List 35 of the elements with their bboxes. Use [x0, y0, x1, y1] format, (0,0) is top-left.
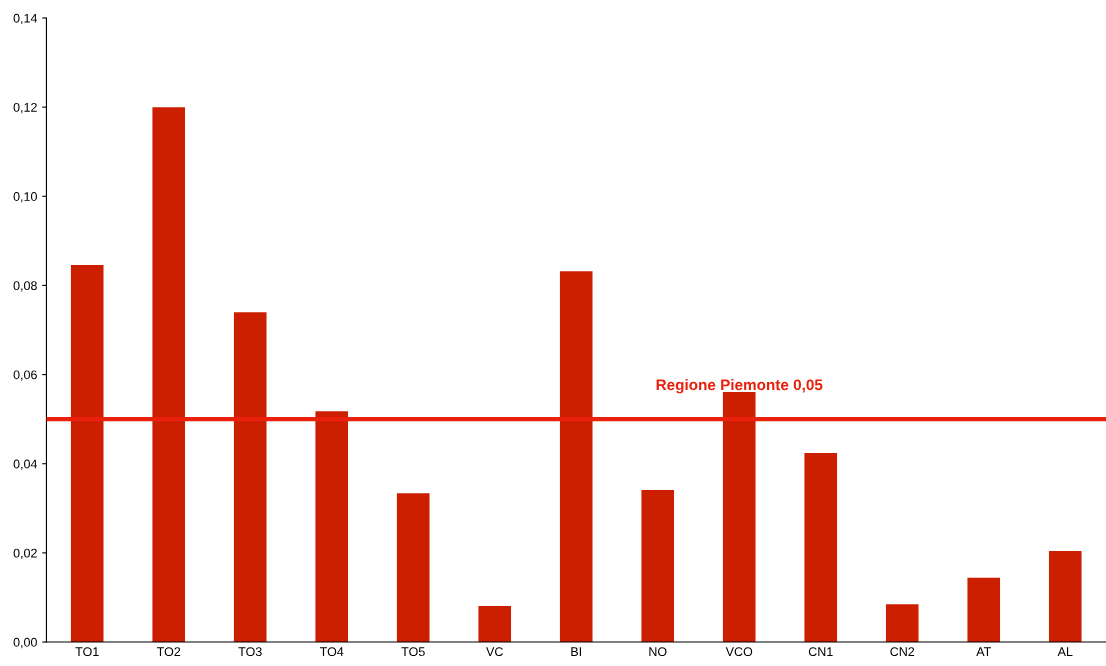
bar — [804, 453, 838, 643]
x-tick-label: AT — [976, 647, 991, 656]
bar — [233, 312, 267, 643]
x-tick-label: CN1 — [808, 647, 833, 657]
y-tick-label: 0,06 — [13, 370, 37, 381]
ref-line-label: Regione Piemonte 0,05 — [656, 378, 823, 394]
y-tick-label: 0,04 — [13, 459, 38, 470]
x-tick-label: VCO — [725, 647, 753, 657]
bar — [722, 391, 756, 643]
y-tick-label: 0,10 — [13, 192, 37, 203]
y-tick-label: 0,02 — [13, 548, 37, 559]
x-tick-label: TO1 — [75, 647, 99, 657]
x-tick-label: VC — [486, 647, 503, 657]
x-tick-label: TO4 — [319, 647, 344, 657]
bar — [967, 577, 1001, 643]
x-tick-label: TO2 — [156, 647, 181, 657]
x-tick-label: AL — [1057, 647, 1073, 656]
y-tick-label: 0,08 — [13, 281, 37, 292]
bar — [885, 604, 919, 643]
x-tick-label: TO3 — [238, 647, 262, 657]
x-tick-label: TO5 — [401, 647, 425, 657]
y-tick-label: 0,00 — [13, 637, 37, 649]
x-tick-label: CN2 — [890, 647, 915, 657]
bar — [315, 411, 349, 643]
bar — [641, 490, 675, 643]
x-tick-label: NO — [649, 647, 667, 657]
bar — [478, 605, 512, 643]
y-tick-label: 0,12 — [13, 102, 37, 114]
bar — [396, 493, 430, 643]
y-tick-label: 0,14 — [13, 13, 38, 25]
bar — [152, 107, 186, 643]
bar — [1048, 551, 1082, 643]
x-tick-label: BI — [571, 647, 581, 656]
bar — [559, 271, 593, 643]
bar — [70, 264, 104, 643]
